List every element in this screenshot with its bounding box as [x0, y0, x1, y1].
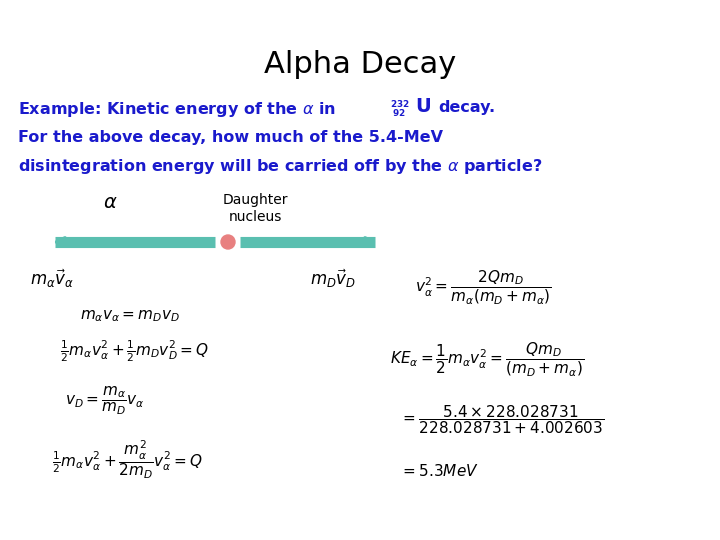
Text: $m_D\vec{v}_D$: $m_D\vec{v}_D$: [310, 268, 356, 291]
Text: $= \dfrac{5.4\times228.028731}{228.028731+4.002603}$: $= \dfrac{5.4\times228.028731}{228.02873…: [400, 403, 604, 436]
Text: For the above decay, how much of the 5.4-MeV: For the above decay, how much of the 5.4…: [18, 130, 443, 145]
Text: $KE_\alpha = \dfrac{1}{2}m_\alpha v_\alpha^2 = \dfrac{Qm_D}{(m_D+m_\alpha)}$: $KE_\alpha = \dfrac{1}{2}m_\alpha v_\alp…: [390, 340, 584, 378]
Text: $v_\alpha^2 = \dfrac{2Qm_D}{m_\alpha(m_D+m_\alpha)}$: $v_\alpha^2 = \dfrac{2Qm_D}{m_\alpha(m_D…: [415, 268, 552, 306]
Text: Example: Kinetic energy of the $\alpha$ in: Example: Kinetic energy of the $\alpha$ …: [18, 100, 336, 119]
Text: $\mathbf{U}$: $\mathbf{U}$: [415, 97, 431, 116]
Text: Daughter: Daughter: [222, 193, 288, 207]
Text: $\mathregular{^{232}_{\ 92}}$: $\mathregular{^{232}_{\ 92}}$: [390, 100, 410, 120]
Text: $m_\alpha v_\alpha = m_D v_D$: $m_\alpha v_\alpha = m_D v_D$: [80, 308, 180, 323]
Text: $\alpha$: $\alpha$: [103, 193, 117, 212]
Text: $m_\alpha\vec{v}_\alpha$: $m_\alpha\vec{v}_\alpha$: [30, 268, 74, 291]
Text: $v_D = \dfrac{m_\alpha}{m_D}v_\alpha$: $v_D = \dfrac{m_\alpha}{m_D}v_\alpha$: [65, 385, 145, 417]
Circle shape: [221, 235, 235, 249]
Text: $= 5.3MeV$: $= 5.3MeV$: [400, 463, 479, 479]
Text: disintegration energy will be carried off by the $\alpha$ particle?: disintegration energy will be carried of…: [18, 157, 542, 176]
Text: nucleus: nucleus: [228, 210, 282, 224]
Text: $\frac{1}{2}m_\alpha v_\alpha^2 + \dfrac{m_\alpha^2}{2m_D}v_\alpha^2 = Q$: $\frac{1}{2}m_\alpha v_\alpha^2 + \dfrac…: [52, 438, 203, 481]
Text: Alpha Decay: Alpha Decay: [264, 50, 456, 79]
Text: decay.: decay.: [438, 100, 495, 115]
Text: $\frac{1}{2}m_\alpha v_\alpha^2 + \frac{1}{2}m_D v_D^2 = Q$: $\frac{1}{2}m_\alpha v_\alpha^2 + \frac{…: [60, 338, 209, 363]
